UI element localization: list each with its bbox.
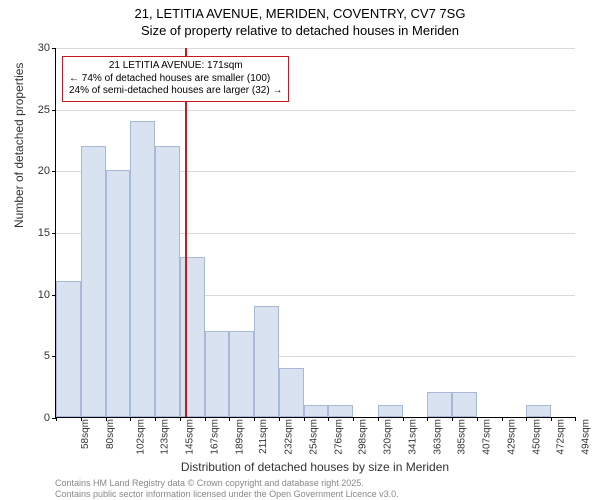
- x-tick-mark: [403, 417, 404, 421]
- x-tick-mark: [353, 417, 354, 421]
- histogram-bar: [452, 392, 477, 417]
- histogram-bar: [81, 146, 106, 417]
- x-tick-mark: [254, 417, 255, 421]
- annotation-line-3: 24% of semi-detached houses are larger (…: [69, 85, 282, 98]
- x-tick-mark: [328, 417, 329, 421]
- x-tick-mark: [106, 417, 107, 421]
- x-tick-label: 232sqm: [284, 419, 295, 455]
- histogram-bar: [155, 146, 180, 417]
- title-line-1: 21, LETITIA AVENUE, MERIDEN, COVENTRY, C…: [0, 6, 600, 23]
- histogram-bar: [328, 405, 353, 417]
- x-tick-label: 167sqm: [209, 419, 220, 455]
- x-tick-mark: [304, 417, 305, 421]
- x-tick-label: 450sqm: [531, 419, 542, 455]
- x-axis-label: Distribution of detached houses by size …: [55, 460, 575, 474]
- attribution: Contains HM Land Registry data © Crown c…: [55, 478, 399, 500]
- histogram-bar: [180, 257, 205, 417]
- gridline: [56, 48, 575, 49]
- x-tick-label: 298sqm: [358, 419, 369, 455]
- histogram-bar: [229, 331, 254, 417]
- y-tick-label: 20: [38, 165, 56, 177]
- annotation-line-1: 21 LETITIA AVENUE: 171sqm: [69, 60, 282, 73]
- x-tick-mark: [56, 417, 57, 421]
- x-tick-mark: [279, 417, 280, 421]
- x-tick-label: 320sqm: [383, 419, 394, 455]
- x-tick-mark: [575, 417, 576, 421]
- x-tick-mark: [378, 417, 379, 421]
- x-tick-label: 363sqm: [432, 419, 443, 455]
- y-tick-label: 15: [38, 227, 56, 239]
- x-tick-label: 254sqm: [308, 419, 319, 455]
- x-tick-label: 341sqm: [407, 419, 418, 455]
- title-line-2: Size of property relative to detached ho…: [0, 23, 600, 40]
- annotation-line-2: ← 74% of detached houses are smaller (10…: [69, 73, 282, 86]
- chart-area: 05101520253058sqm80sqm102sqm123sqm145sqm…: [55, 48, 575, 418]
- x-tick-mark: [477, 417, 478, 421]
- x-tick-label: 145sqm: [185, 419, 196, 455]
- histogram-bar: [279, 368, 304, 417]
- y-tick-label: 10: [38, 289, 56, 301]
- x-tick-mark: [229, 417, 230, 421]
- y-tick-label: 0: [44, 412, 56, 424]
- histogram-bar: [304, 405, 329, 417]
- attribution-line-1: Contains HM Land Registry data © Crown c…: [55, 478, 399, 489]
- x-tick-label: 123sqm: [160, 419, 171, 455]
- annotation-box: 21 LETITIA AVENUE: 171sqm← 74% of detach…: [62, 56, 289, 102]
- y-tick-label: 25: [38, 104, 56, 116]
- x-tick-label: 494sqm: [581, 419, 592, 455]
- histogram-bar: [427, 392, 452, 417]
- histogram-bar: [526, 405, 551, 417]
- x-tick-mark: [155, 417, 156, 421]
- x-tick-mark: [502, 417, 503, 421]
- y-tick-label: 5: [44, 350, 56, 362]
- x-tick-label: 276sqm: [333, 419, 344, 455]
- histogram-bar: [56, 281, 81, 417]
- x-tick-mark: [180, 417, 181, 421]
- histogram-bar: [254, 306, 279, 417]
- histogram-bar: [106, 170, 131, 417]
- x-tick-mark: [526, 417, 527, 421]
- x-tick-mark: [551, 417, 552, 421]
- y-axis-label: Number of detached properties: [12, 63, 26, 228]
- x-tick-label: 189sqm: [234, 419, 245, 455]
- title-block: 21, LETITIA AVENUE, MERIDEN, COVENTRY, C…: [0, 0, 600, 40]
- gridline: [56, 110, 575, 111]
- x-tick-label: 429sqm: [507, 419, 518, 455]
- x-tick-label: 211sqm: [258, 419, 269, 454]
- x-tick-mark: [452, 417, 453, 421]
- x-tick-label: 407sqm: [482, 419, 493, 455]
- x-tick-label: 102sqm: [135, 419, 146, 455]
- histogram-bar: [130, 121, 155, 417]
- histogram-bar: [378, 405, 403, 417]
- y-tick-label: 30: [38, 42, 56, 54]
- x-tick-mark: [81, 417, 82, 421]
- x-tick-mark: [130, 417, 131, 421]
- chart-container: 21, LETITIA AVENUE, MERIDEN, COVENTRY, C…: [0, 0, 600, 500]
- x-tick-label: 385sqm: [457, 419, 468, 455]
- x-tick-mark: [205, 417, 206, 421]
- attribution-line-2: Contains public sector information licen…: [55, 489, 399, 500]
- x-tick-label: 472sqm: [556, 419, 567, 455]
- reference-line: [185, 48, 187, 417]
- histogram-bar: [205, 331, 230, 417]
- x-tick-label: 80sqm: [105, 419, 116, 449]
- x-tick-label: 58sqm: [80, 419, 91, 449]
- x-tick-mark: [427, 417, 428, 421]
- plot-area: 05101520253058sqm80sqm102sqm123sqm145sqm…: [55, 48, 575, 418]
